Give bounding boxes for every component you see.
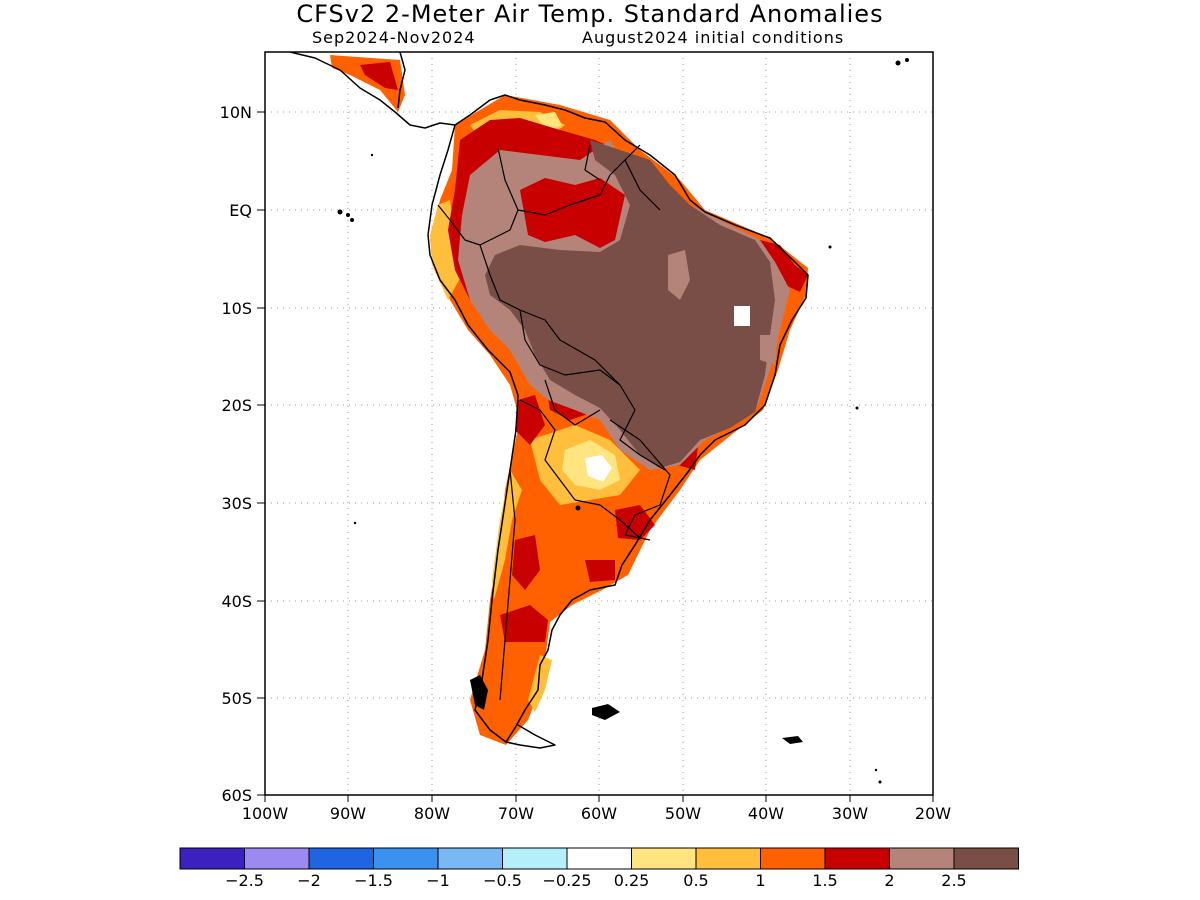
anomaly-below-0.25 [585,455,612,482]
colorbar-label: −1.5 [354,871,393,890]
islands [337,58,909,784]
lat-label: 20S [221,396,252,415]
country-borders [437,144,671,701]
anomaly-1.5-to-2-uruguay [615,505,655,540]
lon-label: 100W [242,804,289,823]
lon-label: 40W [748,804,784,823]
colorbar-swatch [244,847,310,870]
lon-label: 50W [665,804,701,823]
anomaly-missing-cell [734,306,750,326]
map-title: CFSv2 2-Meter Air Temp. Standard Anomali… [296,0,884,28]
anomaly-1.5-to-2-argentina [585,560,615,582]
lon-label: 80W [414,804,450,823]
colorbar-swatch [308,847,374,870]
colorbar-label: 1 [755,871,765,890]
anomaly-1.5-to-2-chile [500,605,548,642]
colorbar-label: 0.25 [614,871,650,890]
lon-label: 60W [581,804,617,823]
lat-label: EQ [229,201,252,220]
anomaly-above-2.5 [485,140,775,468]
period-label: Sep2024-Nov2024 [312,28,476,47]
colorbar-swatch [566,847,632,870]
colorbar-swatch [824,847,890,870]
colorbar-label: −0.5 [483,871,522,890]
colorbar-label: 1.5 [812,871,837,890]
anomaly-1.5-to-2-atacama [515,395,545,445]
colorbar-swatch [695,847,761,870]
colorbar-label: −0.25 [542,871,591,890]
map-area [265,52,933,795]
anomaly-0.25-to-0.5-coast [535,112,562,132]
colorbar-swatch [889,847,955,870]
anomaly-2-to-2.5-inner-e [760,335,778,365]
lat-label: 30S [221,494,252,513]
colorbar-swatch [953,847,1019,870]
coastlines [289,52,809,749]
anomaly-0.5-to-1-south [492,470,522,600]
colorbar-swatch [631,847,697,870]
anomaly-1.5-to-2-ne [760,240,808,292]
colorbar-label: −2.5 [225,871,264,890]
lat-label: 50S [221,689,252,708]
lon-label: 70W [498,804,534,823]
colorbar-label: 0.5 [683,871,708,890]
initial-conditions-label: August2024 initial conditions [582,28,845,47]
anomaly-central-america-red [360,62,398,90]
lat-label: 10N [220,103,252,122]
lon-label: 20W [915,804,951,823]
latitude-axis: 10N EQ 10S 20S 30S 40S 50S 60S [220,103,265,805]
colorbar-swatch [179,847,245,870]
lon-label: 30W [832,804,868,823]
colorbar-swatch [502,847,568,870]
lat-label: 40S [221,592,252,611]
anomaly-0.5-to-1-patagonia [528,655,552,712]
colorbar-swatch [373,847,439,870]
colorbar-label: 2.5 [941,871,966,890]
colorbar-label: −1 [426,871,450,890]
colorbar-label: 2 [884,871,894,890]
colorbar-swatch [760,847,826,870]
colorbar-label: −2 [297,871,321,890]
longitude-axis: 100W 90W 80W 70W 60W 50W 40W 30W 20W [242,795,951,823]
lat-label: 60S [221,786,252,805]
anomaly-1.5-to-2-andes [512,535,540,590]
anomaly-2-to-2.5-inner [668,250,690,300]
lat-label: 10S [221,299,252,318]
colorbar-swatch [437,847,503,870]
colorbar: −2.5 −2 −1.5 −1 −0.5 −0.25 0.25 0.5 1 1.5 2 2.5 [179,847,1019,890]
lon-label: 90W [330,804,366,823]
